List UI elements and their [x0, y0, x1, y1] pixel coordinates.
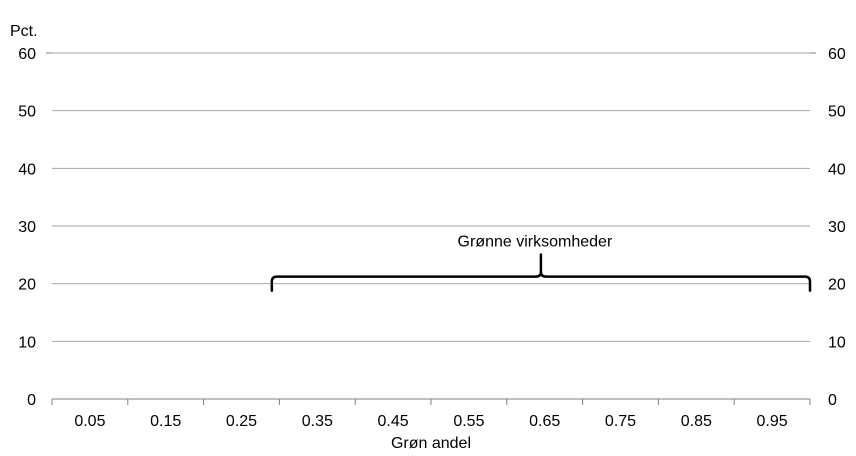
y-tick-left-20: 20 — [18, 277, 36, 294]
x-tick-0.55: 0.55 — [453, 413, 484, 430]
x-tick-0.25: 0.25 — [226, 413, 257, 430]
y-tick-left-30: 30 — [18, 219, 36, 236]
x-tick-0.85: 0.85 — [681, 413, 712, 430]
y-tick-right-0: 0 — [828, 392, 837, 409]
x-tick-0.95: 0.95 — [757, 413, 788, 430]
green-companies-brace — [270, 253, 812, 292]
y-tick-left-0: 0 — [27, 392, 36, 409]
gridlines — [52, 52, 810, 342]
y-tick-right-50: 50 — [828, 104, 846, 121]
y-tick-right-40: 40 — [828, 161, 846, 178]
y-tick-left-60: 60 — [18, 46, 36, 63]
y-tick-labels-right: 0 10 20 30 40 50 60 — [828, 46, 846, 409]
x-tick-0.35: 0.35 — [302, 413, 333, 430]
y-tick-right-10: 10 — [828, 334, 846, 351]
x-tick-0.75: 0.75 — [605, 413, 636, 430]
x-tick-0.65: 0.65 — [529, 413, 560, 430]
y-tick-right-20: 20 — [828, 277, 846, 294]
annotation-group: Grønne virksomheder — [270, 234, 812, 292]
annotation-label: Grønne virksomheder — [458, 234, 613, 251]
x-tick-0.45: 0.45 — [378, 413, 409, 430]
x-tick-labels: 0.05 0.15 0.25 0.35 0.45 0.55 0.65 0.75 0.85 0.95 — [74, 413, 787, 430]
y-tick-right-30: 30 — [828, 219, 846, 236]
y-tick-labels-left: 0 10 20 30 40 50 60 — [18, 46, 36, 409]
x-tick-0.15: 0.15 — [150, 413, 181, 430]
y-tick-right-60: 60 — [828, 46, 846, 63]
x-tick-0.05: 0.05 — [74, 413, 105, 430]
y-tick-left-50: 50 — [18, 104, 36, 121]
y-axis-unit-label: Pct. — [10, 23, 38, 40]
y-tick-left-40: 40 — [18, 161, 36, 178]
axes — [46, 52, 816, 405]
x-axis-label: Grøn andel — [391, 435, 471, 452]
y-tick-left-10: 10 — [18, 334, 36, 351]
